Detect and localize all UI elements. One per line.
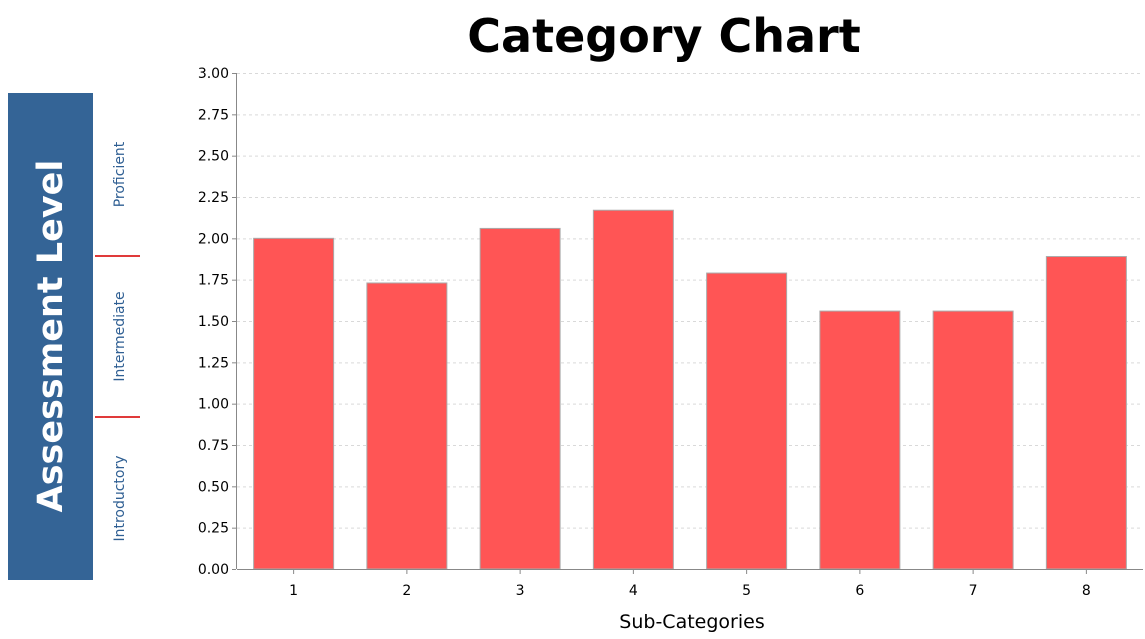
y-tick-label-6: 1.50 — [198, 314, 229, 330]
level-label-proficient: Proficient — [112, 141, 128, 207]
level-labels: Introductory Intermediate Proficient — [95, 141, 140, 542]
x-tick-label-6: 6 — [855, 583, 864, 599]
x-tick-label-8: 8 — [1082, 583, 1091, 599]
y-tick-label-3: 0.75 — [198, 438, 229, 454]
y-tick-label-4: 1.00 — [198, 397, 229, 413]
y-tick-label-8: 2.00 — [198, 231, 229, 247]
bar-5 — [706, 272, 788, 570]
bar-4 — [592, 209, 674, 570]
x-tick-label-1: 1 — [289, 583, 298, 599]
x-tick-label-2: 2 — [402, 583, 411, 599]
x-axis-label: Sub-Categories — [619, 611, 764, 633]
x-tick-label-4: 4 — [629, 583, 638, 599]
bar-3 — [479, 227, 561, 570]
chart-title: Category Chart — [467, 9, 860, 63]
y-tick-label-7: 1.75 — [198, 273, 229, 289]
level-label-introductory: Introductory — [112, 455, 128, 541]
y-tick-label-1: 0.25 — [198, 521, 229, 537]
chart-axes — [232, 73, 1143, 574]
chart-bars — [253, 209, 1127, 570]
bar-8 — [1045, 256, 1127, 570]
assessment-level-title: Assessment Level — [31, 160, 71, 513]
y-tick-labels: 0.00 0.25 0.50 0.75 1.00 1.25 1.50 1.75 2.00 2.25… — [198, 66, 229, 578]
x-tick-label-7: 7 — [969, 583, 978, 599]
y-tick-label-12: 3.00 — [198, 66, 229, 82]
x-tick-labels: 1 2 3 4 5 6 7 8 — [289, 583, 1091, 599]
y-tick-label-9: 2.25 — [198, 190, 229, 206]
level-label-intermediate: Intermediate — [112, 291, 128, 381]
x-tick-label-5: 5 — [742, 583, 751, 599]
y-tick-label-5: 1.25 — [198, 355, 229, 371]
bar-6 — [819, 310, 901, 570]
x-tick-label-3: 3 — [516, 583, 525, 599]
y-tick-label-11: 2.75 — [198, 107, 229, 123]
bar-7 — [932, 310, 1014, 570]
bar-2 — [366, 282, 448, 570]
assessment-level-panel: Assessment Level — [8, 93, 93, 580]
y-tick-label-10: 2.50 — [198, 149, 229, 165]
assessment-level-banner — [8, 93, 93, 580]
y-tick-label-0: 0.00 — [198, 562, 229, 578]
bar-1 — [253, 237, 335, 570]
y-tick-label-2: 0.50 — [198, 479, 229, 495]
